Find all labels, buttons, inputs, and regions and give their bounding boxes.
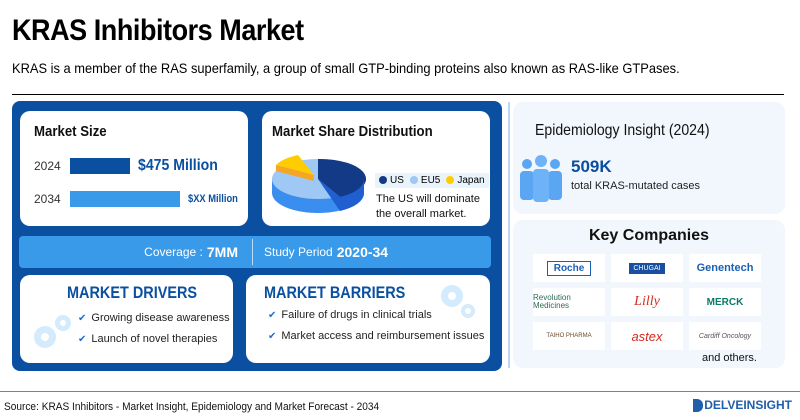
drivers-list: ✔ Growing disease awareness ✔ Launch of no… <box>78 308 230 350</box>
logo-astex: astex <box>611 322 683 350</box>
barriers-list: ✔ Failure of drugs in clinical trials ✔ Ma… <box>268 305 484 347</box>
legend-japan: Japan <box>446 175 485 186</box>
pie-chart-icon <box>272 155 367 213</box>
market-size-heading: Market Size <box>34 123 107 140</box>
bar-2034 <box>70 191 180 207</box>
epidemiology-label: total KRAS-mutated cases <box>571 180 701 192</box>
logo-chugai: CHUGAI <box>611 254 683 282</box>
list-item: ✔ Failure of drugs in clinical trials <box>268 309 432 321</box>
study-period-value: 2020-34 <box>336 244 389 260</box>
people-icon <box>520 155 562 202</box>
logo-roche: Roche <box>533 254 605 282</box>
company-logos: Roche CHUGAI Genentech Revolution Medici… <box>533 254 761 350</box>
others-label: and others. <box>701 352 757 364</box>
divider <box>12 94 784 95</box>
value-2024: $475 Million <box>138 157 218 174</box>
logo-revolution-medicines: Revolution Medicines <box>533 288 605 316</box>
market-size-card: Market Size 2024 $475 Million 2034 $XX M… <box>20 111 248 226</box>
market-share-note: The US will dominate the overall market. <box>376 193 480 220</box>
bar-2024 <box>70 158 130 174</box>
market-share-heading: Market Share Distribution <box>272 123 433 140</box>
legend-us: US <box>379 175 404 186</box>
page-title: KRAS Inhibitors Market <box>12 14 304 47</box>
market-size-row-2024: 2024 $475 Million <box>34 157 229 175</box>
logo-merck: MERCK <box>689 288 761 316</box>
logo-cardiff-oncology: Cardiff Oncology <box>689 322 761 350</box>
logo-taiho: TAIHO PHARMA <box>533 322 605 350</box>
divider <box>508 102 510 368</box>
key-companies-card: Key Companies Roche CHUGAI Genentech Rev… <box>513 220 785 368</box>
key-companies-heading: Key Companies <box>588 227 710 244</box>
brand-logo: DELVEINSIGHT <box>693 398 792 412</box>
market-share-card: Market Share Distribution US EU5 Japan T… <box>262 111 490 226</box>
coverage-bar: Coverage :7MM Study Period 2020-34 <box>19 236 491 268</box>
check-icon: ✔ <box>78 313 87 324</box>
list-item: ✔ Market access and reimbursement issues <box>268 330 485 342</box>
legend-eu5: EU5 <box>409 175 440 186</box>
epidemiology-heading: Epidemiology Insight (2024) <box>535 122 710 139</box>
source-text: Source: KRAS Inhibitors - Market Insight… <box>4 401 380 413</box>
year-label: 2024 <box>34 159 61 173</box>
check-icon: ✔ <box>78 334 87 345</box>
eu5-dot-icon <box>409 176 418 185</box>
value-2034: $XX Million <box>188 193 238 205</box>
coverage: Coverage :7MM <box>144 244 238 260</box>
page-subtitle: KRAS is a member of the RAS superfamily,… <box>12 60 680 76</box>
divider <box>252 239 253 265</box>
market-barriers-heading: MARKET BARRIERS <box>264 283 406 302</box>
epidemiology-card: Epidemiology Insight (2024) 509K total K… <box>513 102 785 214</box>
list-item: ✔ Launch of novel therapies <box>78 333 218 345</box>
epidemiology-value: 509K <box>571 157 612 176</box>
divider <box>0 391 800 392</box>
gears-icon <box>34 315 71 348</box>
logo-lilly: Lilly <box>611 288 683 316</box>
gears-icon <box>441 285 475 318</box>
market-drivers-heading: MARKET DRIVERS <box>67 283 198 302</box>
us-dot-icon <box>379 176 387 185</box>
study-period: Study Period 2020-34 <box>264 244 389 260</box>
year-label: 2034 <box>34 192 61 206</box>
pie-legend: US EU5 Japan <box>375 173 489 188</box>
check-icon: ✔ <box>268 331 277 342</box>
coverage-value: 7MM <box>206 244 238 260</box>
market-size-row-2034: 2034 $XX Million <box>34 191 247 207</box>
logo-genentech: Genentech <box>689 254 761 282</box>
market-drivers-card: MARKET DRIVERS ✔ Growing disease awarenes… <box>20 275 233 363</box>
japan-dot-icon <box>446 176 455 185</box>
market-barriers-card: MARKET BARRIERS ✔ Failure of drugs in cli… <box>246 275 490 363</box>
delveinsight-icon <box>693 398 704 412</box>
list-item: ✔ Growing disease awareness <box>78 312 230 324</box>
check-icon: ✔ <box>268 310 277 321</box>
